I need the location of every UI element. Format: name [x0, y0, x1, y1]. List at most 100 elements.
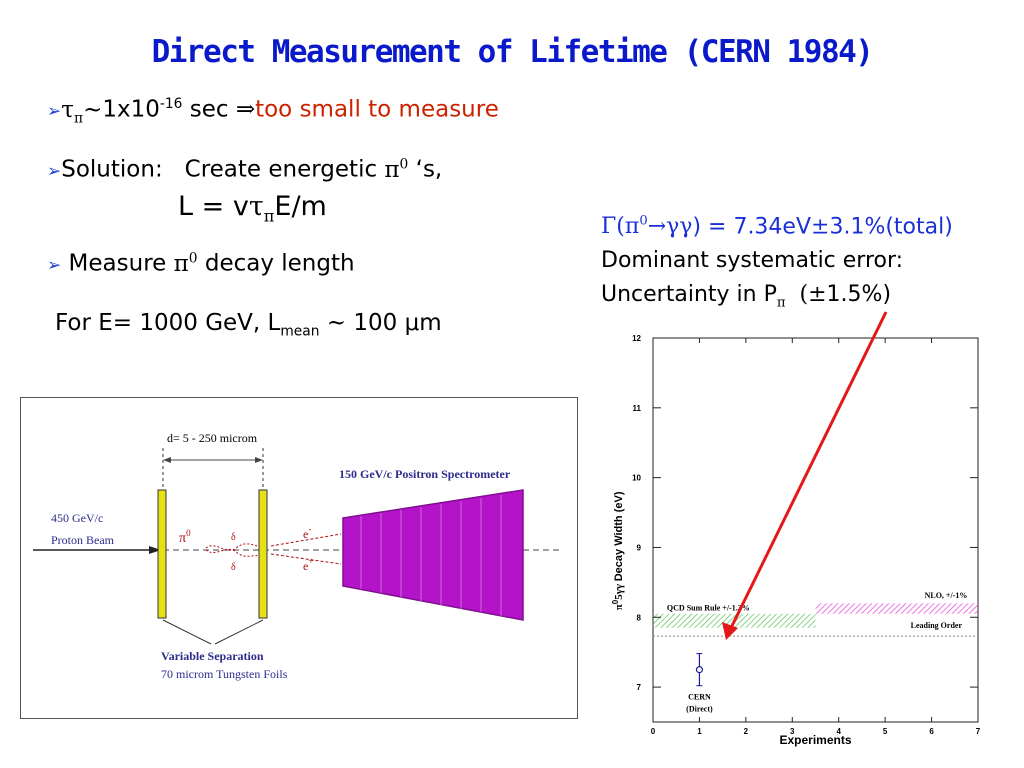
- pi0-symbol: π0: [384, 156, 409, 183]
- measure-text: Measure: [61, 250, 174, 277]
- decay-width-error: 3.1%(total): [829, 214, 953, 240]
- y-tick-label: 11: [633, 404, 642, 413]
- beam-name-label: Proton Beam: [51, 533, 115, 547]
- momentum-error: 1.5%): [826, 282, 892, 308]
- y-axis-title: Decay Width (eV): [613, 491, 625, 581]
- y-axis-label: π05γγ Decay Width (eV): [611, 491, 625, 610]
- positron-spectrometer: [342, 489, 524, 621]
- gamma-path-upper: [205, 543, 260, 551]
- electron-letter: e: [303, 527, 308, 541]
- foils-label-line1: Variable Separation: [161, 649, 264, 663]
- bullet-arrow-icon: ➢: [47, 161, 62, 182]
- spectrometer-label: 150 GeV/c Positron Spectrometer: [339, 467, 511, 481]
- energy-line: For E= 1000 GeV, Lmean ~ 100 μm: [55, 310, 442, 340]
- tau-pi-symbol: τπ: [248, 191, 275, 226]
- band-0: [653, 613, 816, 628]
- bullet-lifetime: ➢τπ~1x10-16 sec ⇒too small to measure: [47, 96, 499, 126]
- bullet-arrow-icon: ➢: [47, 255, 62, 276]
- positron-letter: e: [303, 559, 308, 573]
- gamma-symbol: Γ(π0→γγ: [601, 214, 693, 240]
- point-label-line2: (Direct): [686, 705, 713, 714]
- beam-energy-label: 450 GeV/c: [51, 511, 103, 525]
- band-label-qcd: QCD Sum Rule +/-1.3%: [667, 603, 750, 612]
- x-tick-label: 6: [929, 727, 934, 736]
- lifetime-value: 1x10: [102, 96, 160, 123]
- y-axis-pi: π: [613, 604, 625, 610]
- experiment-diagram: d= 5 - 250 microm 450 GeV/c Proton Beam …: [20, 397, 578, 719]
- band-label-nlo: NLO, +/-1%: [925, 591, 968, 600]
- plot-frame: [652, 337, 979, 723]
- pi0-label: π0: [179, 528, 191, 546]
- x-tick-label: 1: [697, 727, 702, 736]
- electron-sign: -: [308, 524, 311, 534]
- pi-subscript: π: [776, 295, 786, 311]
- electron-label: e-: [303, 524, 311, 541]
- x-axis-label: Experiments: [779, 733, 851, 747]
- lifetime-unit: sec: [182, 96, 236, 123]
- formula-right: E/m: [274, 191, 327, 222]
- length-formula: L = vτπE/m: [178, 191, 327, 225]
- y-tick-label: 8: [637, 613, 642, 622]
- x-tick-label: 3: [790, 727, 795, 736]
- formula-left: L = v: [178, 191, 249, 222]
- bullet-measure: ➢ Measure π0 decay length: [47, 250, 355, 277]
- chart-svg: QCD Sum Rule +/-1.3% NLO, +/-1% Leading Or…: [611, 334, 981, 747]
- measure-suffix: decay length: [197, 250, 355, 277]
- decay-width-block: Γ(π0→γγ) = 7.34eV±3.1%(total) Dominant s…: [601, 205, 953, 321]
- solution-suffix: ‘s,: [408, 156, 443, 183]
- y-axis-gamma: 5γγ: [613, 581, 625, 600]
- too-small-text: too small to measure: [255, 96, 499, 123]
- point-label-line1: CERN: [688, 693, 711, 702]
- bullet-solution: ➢Solution: Create energetic π0 ‘s,: [47, 156, 442, 183]
- slide-title: Direct Measurement of Lifetime (CERN 198…: [151, 34, 874, 70]
- x-tick-label: 2: [744, 727, 749, 736]
- y-tick-label: 7: [637, 683, 642, 692]
- bullet-arrow-icon: ➢: [47, 101, 62, 122]
- x-tick-label: 4: [836, 727, 841, 736]
- pi0-superscript: 0: [186, 528, 191, 538]
- x-tick-label: 0: [651, 727, 656, 736]
- electron-track: [270, 533, 342, 547]
- momentum-label: Uncertainty in P: [601, 282, 777, 308]
- decay-width-chart: QCD Sum Rule +/-1.3% NLO, +/-1% Leading Or…: [598, 328, 998, 753]
- paren-plusminus: (±: [799, 282, 827, 308]
- momentum-uncertainty: Uncertainty in Pπ (±1.5%): [601, 278, 953, 320]
- pi0-letter: π: [179, 531, 186, 546]
- y-tick-label: 10: [632, 474, 641, 483]
- mean-subscript: mean: [280, 323, 320, 340]
- plusminus-symbol: ±: [811, 214, 830, 240]
- spectrometer-hatch: [360, 495, 502, 616]
- y-axis-pi-superscript: 0: [611, 599, 620, 604]
- tilde-symbol: ~: [319, 310, 347, 336]
- gamma-label-upper: δ: [231, 532, 236, 543]
- systematic-error-text: Dominant systematic error:: [601, 248, 904, 274]
- lifetime-exponent: -16: [159, 96, 183, 112]
- x-tick-label: 5: [883, 727, 888, 736]
- y-tick-label: 12: [632, 334, 641, 343]
- tungsten-foil-right: [258, 489, 268, 619]
- solution-label: Solution:: [61, 156, 163, 183]
- foil-pointer-right: [214, 619, 264, 645]
- pi0-symbol: π0: [173, 250, 198, 277]
- separation-arrowhead-right: [255, 457, 263, 463]
- band-1: [815, 603, 978, 614]
- separation-label: d= 5 - 250 microm: [167, 431, 258, 445]
- decay-width-value: ) = 7.34eV: [692, 214, 812, 240]
- tungsten-foil-left: [157, 489, 167, 619]
- gamma-path-lower: [205, 548, 260, 557]
- leading-order-label: Leading Order: [911, 621, 963, 630]
- tau-symbol: τπ~: [61, 96, 103, 127]
- energy-text: For E= 1000 GeV, L: [55, 310, 281, 336]
- decay-width-result: Γ(π0→γγ) = 7.34eV±3.1%(total): [601, 205, 953, 244]
- gamma-label-lower: δ: [231, 562, 236, 573]
- data-point-cern: [695, 666, 704, 674]
- separation-arrowhead-left: [163, 457, 171, 463]
- mean-length-value: 100 μm: [346, 310, 442, 336]
- foil-pointer-left: [162, 619, 212, 645]
- x-tick-label: 7: [976, 727, 981, 736]
- y-tick-label: 9: [637, 543, 642, 552]
- solution-text: Create energetic: [184, 156, 385, 183]
- positron-label: e+: [303, 556, 313, 573]
- positron-sign: +: [308, 556, 313, 566]
- implies-symbol: ⇒: [235, 96, 256, 123]
